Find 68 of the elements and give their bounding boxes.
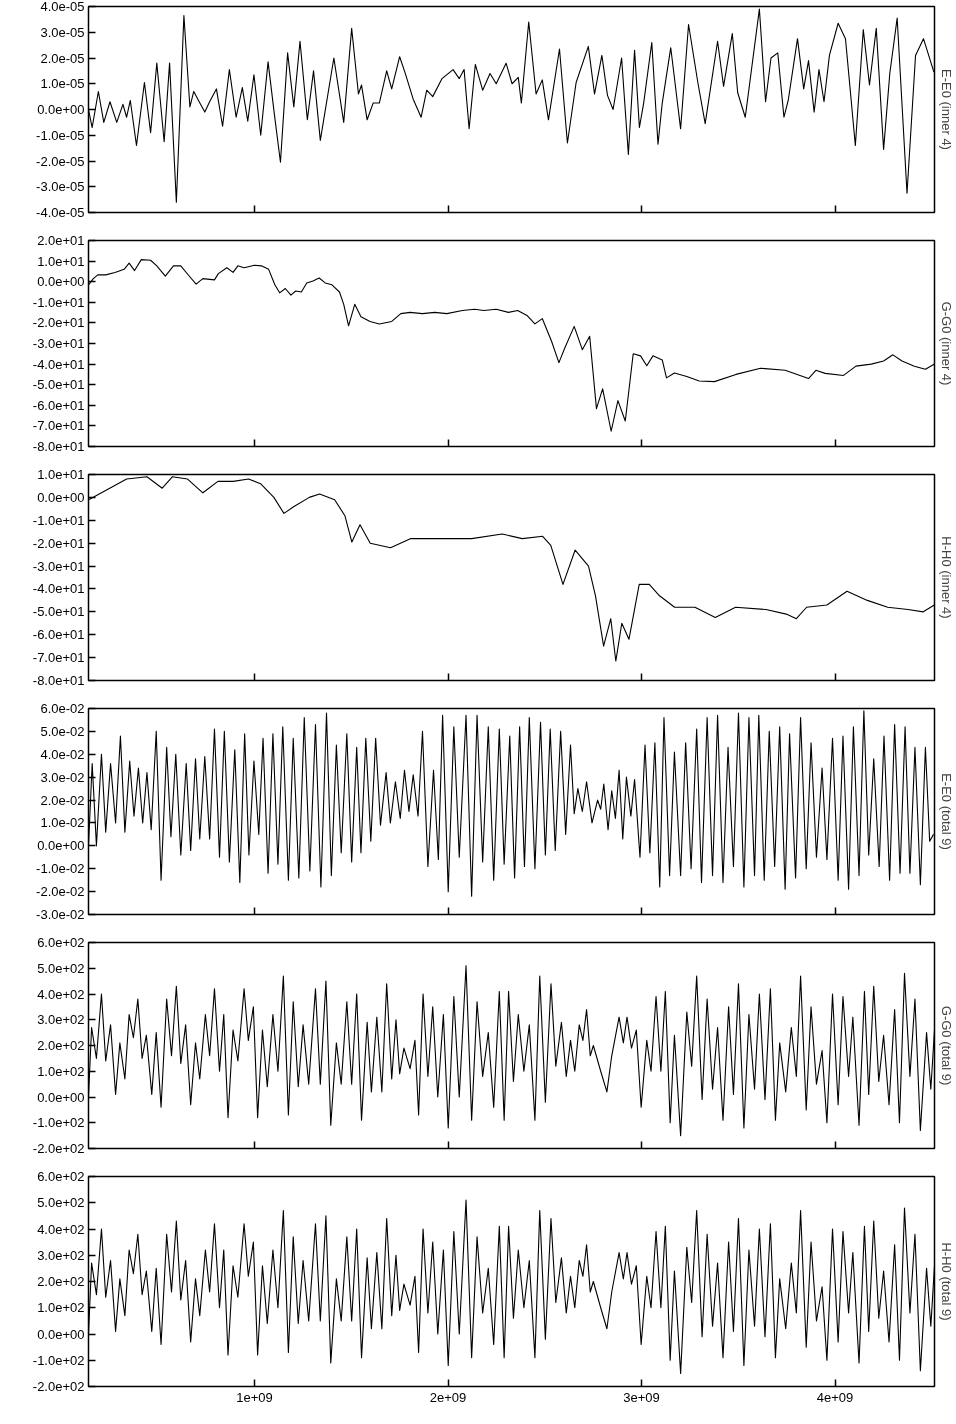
y-axis-title: H-H0 (total 9) [938,1242,954,1321]
y-tick-label: -7.0e+01 [32,650,85,666]
y-tick-label: -3.0e-02 [36,907,85,922]
y-tick-label: 2.0e+02 [37,1038,85,1053]
y-tick-label: 2.0e-05 [40,50,85,66]
y-tick-label: -7.0e+01 [32,418,85,434]
y-tick-label: -4.0e+01 [32,581,85,597]
y-tick-label: 5.0e+02 [37,960,85,976]
y-tick-label: 1.0e+02 [37,1300,85,1316]
y-tick-label: -4.0e-05 [36,205,85,220]
y-tick-label: 0.0e+00 [37,1089,85,1105]
y-tick-label: 0.0e+00 [37,1326,85,1342]
y-tick-label: -1.0e+01 [32,294,85,310]
y-tick-label: 1.0e+01 [37,467,85,482]
y-tick-label: 0.0e+00 [37,489,85,505]
y-tick-label: -8.0e+01 [32,673,85,688]
y-tick-label: 6.0e+02 [37,935,85,950]
y-axis-title: E-E0 (total 9) [938,773,954,850]
y-tick-label: -5.0e+01 [32,377,85,393]
y-tick-label: 4.0e+02 [37,986,85,1002]
y-tick-label: -1.0e+02 [32,1115,85,1131]
y-tick-label: -3.0e+01 [32,558,85,574]
y-tick-label: -1.0e+01 [32,512,85,528]
y-tick-label: 1.0e+02 [37,1063,85,1079]
x-tick-label: 2e+09 [429,1389,467,1405]
y-tick-label: -3.0e+01 [32,336,85,351]
y-tick-label: 6.0e+02 [37,1169,85,1184]
y-tick-label: -1.0e-05 [36,127,85,143]
y-tick-label: 3.0e-02 [40,769,85,785]
y-tick-label: -8.0e+01 [32,439,85,454]
y-tick-label: 1.0e-02 [40,815,85,831]
y-tick-label: 2.0e+01 [37,233,85,248]
y-tick-label: 2.0e+02 [37,1274,85,1289]
y-tick-label: 1.0e-05 [40,76,85,92]
y-tick-label: -2.0e-05 [36,153,85,169]
y-tick-label: 3.0e+02 [37,1012,85,1028]
y-tick-label: -2.0e+02 [32,1141,85,1156]
y-tick-label: -2.0e+02 [32,1379,85,1394]
y-tick-label: 5.0e-02 [40,723,85,739]
x-tick-label: 3e+09 [623,1389,660,1405]
y-tick-label: -4.0e+01 [32,356,85,372]
y-tick-label: -1.0e+02 [32,1352,85,1368]
y-tick-label: 3.0e-05 [40,24,85,40]
y-tick-label: 6.0e-02 [40,701,85,716]
y-tick-label: -2.0e+01 [32,535,85,551]
y-tick-label: 0.0e+00 [37,838,85,854]
y-axis-title: E-E0 (inner 4) [938,69,954,150]
y-tick-label: -1.0e-02 [36,861,85,877]
y-tick-label: -6.0e+01 [32,627,85,643]
y-tick-label: -2.0e-02 [36,884,85,900]
y-tick-label: 3.0e+02 [37,1247,85,1263]
y-tick-label: 1.0e+01 [37,253,85,269]
y-tick-label: 4.0e-05 [40,0,85,14]
y-tick-label: -6.0e+01 [32,397,85,413]
y-tick-label: 4.0e+02 [37,1221,85,1237]
y-tick-label: -2.0e+01 [32,315,85,331]
y-axis-title: H-H0 (inner 4) [938,536,954,619]
y-tick-label: 0.0e+00 [37,274,85,290]
y-tick-label: -3.0e-05 [36,179,85,195]
x-tick-label: 1e+09 [236,1389,273,1405]
y-tick-label: 0.0e+00 [37,102,85,117]
y-tick-label: 5.0e+02 [37,1195,85,1211]
y-tick-label: 4.0e-02 [40,746,85,762]
y-axis-title: G-G0 (total 9) [938,1005,954,1086]
x-tick-label: 4e+09 [816,1389,854,1405]
y-tick-label: -5.0e+01 [32,604,85,620]
y-axis-title: G-G0 (inner 4) [938,301,954,386]
y-tick-label: 2.0e-02 [40,792,85,808]
